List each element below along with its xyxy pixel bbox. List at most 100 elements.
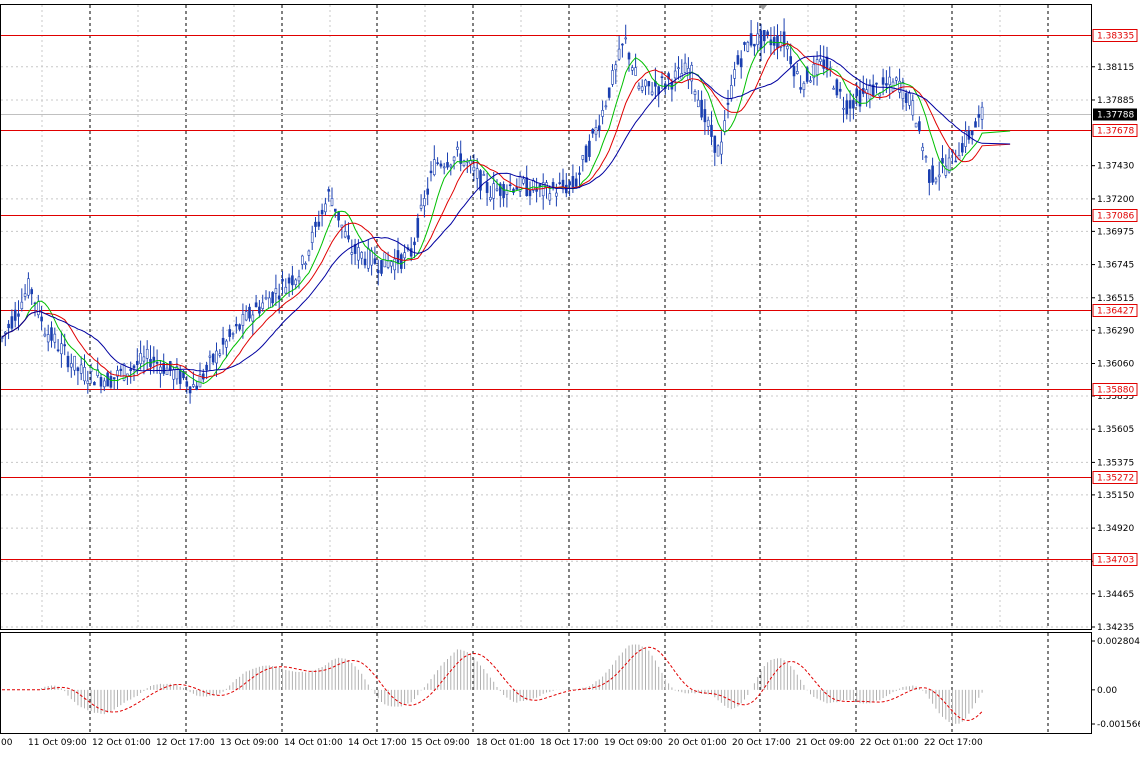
candle-body bbox=[244, 311, 248, 321]
candle-body bbox=[119, 368, 123, 372]
candle-body bbox=[462, 160, 466, 166]
candle-body bbox=[832, 87, 835, 90]
candle-body bbox=[452, 156, 456, 162]
time-label: 00 bbox=[1, 738, 13, 748]
candle-body bbox=[66, 355, 70, 368]
price-tick-label: 1.36060 bbox=[1097, 359, 1134, 369]
candle-body bbox=[60, 343, 63, 355]
candle-body bbox=[713, 135, 717, 153]
candle-body bbox=[967, 130, 971, 140]
current-price-box bbox=[1093, 108, 1137, 121]
candle-body bbox=[759, 30, 763, 49]
candle-body bbox=[842, 107, 845, 110]
time-label: 22 Oct 17:00 bbox=[924, 738, 983, 748]
candle-body bbox=[723, 120, 727, 132]
candle-body bbox=[743, 42, 746, 45]
candle-body bbox=[380, 260, 383, 274]
candle-body bbox=[403, 252, 406, 259]
candle-body bbox=[248, 306, 251, 319]
oscillator-tick-label: 0.002804 bbox=[1097, 637, 1140, 647]
candle-body bbox=[343, 231, 347, 238]
price-tick-label: 1.38115 bbox=[1097, 63, 1134, 73]
candle-body bbox=[347, 235, 350, 240]
candle-body bbox=[307, 250, 311, 256]
candle-body bbox=[86, 380, 90, 384]
price-panel[interactable] bbox=[0, 4, 1092, 630]
horizontal-levels bbox=[1, 35, 1091, 560]
candle-body bbox=[155, 361, 159, 364]
level-label: 1.34703 bbox=[1097, 556, 1134, 566]
candle-body bbox=[50, 327, 53, 341]
candle-body bbox=[472, 166, 476, 172]
candle-body bbox=[601, 110, 604, 117]
candle-body bbox=[281, 278, 284, 282]
candle-body bbox=[809, 80, 812, 83]
candle-body bbox=[103, 380, 106, 388]
candle-body bbox=[267, 297, 271, 309]
time-label: 20 Oct 01:00 bbox=[668, 738, 727, 748]
candle-body bbox=[300, 255, 304, 265]
candle-body bbox=[235, 323, 238, 327]
candle-body bbox=[822, 59, 826, 69]
candle-body bbox=[386, 260, 390, 268]
price-tick-label: 1.34920 bbox=[1097, 524, 1134, 534]
candle-body bbox=[287, 277, 291, 284]
candle-body bbox=[261, 302, 265, 309]
candle-body bbox=[0, 336, 4, 339]
candle-body bbox=[241, 314, 245, 326]
candle-body bbox=[333, 208, 337, 212]
candle-body bbox=[304, 263, 307, 266]
candle-body bbox=[109, 376, 113, 388]
candle-body bbox=[964, 131, 967, 147]
level-label-box bbox=[1092, 383, 1138, 396]
candle-body bbox=[700, 99, 703, 118]
candle-body bbox=[208, 355, 212, 358]
candle-body bbox=[644, 79, 647, 87]
candle-body bbox=[10, 316, 14, 329]
candle-body bbox=[172, 369, 175, 380]
candle-body bbox=[819, 58, 822, 62]
price-tick-label: 1.36745 bbox=[1097, 261, 1134, 271]
candle-body bbox=[630, 67, 634, 71]
candle-body bbox=[254, 302, 258, 308]
candle-body bbox=[535, 189, 538, 192]
oscillator-panel[interactable] bbox=[0, 632, 1092, 734]
candle-body bbox=[264, 296, 268, 300]
candle-body bbox=[195, 385, 198, 391]
candle-body bbox=[848, 100, 852, 109]
candle-body bbox=[79, 364, 83, 374]
candle-body bbox=[139, 353, 142, 364]
oscillator-series bbox=[2, 644, 983, 724]
candle-body bbox=[937, 174, 941, 178]
candle-body bbox=[327, 189, 331, 192]
candle-body bbox=[188, 386, 192, 394]
price-tick-label: 1.37200 bbox=[1097, 195, 1134, 205]
candle-body bbox=[99, 377, 103, 387]
candle-body bbox=[505, 190, 509, 195]
candle-body bbox=[27, 278, 30, 296]
time-label: 15 Oct 09:00 bbox=[411, 738, 470, 748]
candle-body bbox=[366, 248, 370, 269]
candle-body bbox=[894, 77, 898, 81]
candle-body bbox=[185, 381, 189, 387]
candle-body bbox=[357, 247, 360, 261]
candle-body bbox=[211, 353, 215, 363]
level-label-box bbox=[1092, 553, 1138, 566]
price-tick-label: 1.36290 bbox=[1097, 326, 1134, 336]
candle-body bbox=[198, 374, 202, 388]
candle-body bbox=[495, 188, 499, 191]
candle-body bbox=[980, 106, 984, 120]
candle-body bbox=[142, 356, 146, 362]
candle-body bbox=[53, 333, 57, 343]
chart-shift-marker-icon[interactable] bbox=[759, 5, 767, 10]
candle-body bbox=[720, 141, 723, 155]
candle-body bbox=[555, 192, 558, 197]
candle-body bbox=[677, 67, 680, 70]
candle-body bbox=[852, 100, 855, 109]
candle-body bbox=[294, 279, 298, 285]
candle-body bbox=[178, 370, 182, 384]
level-label-box bbox=[1092, 29, 1138, 42]
candle-body bbox=[607, 87, 611, 98]
